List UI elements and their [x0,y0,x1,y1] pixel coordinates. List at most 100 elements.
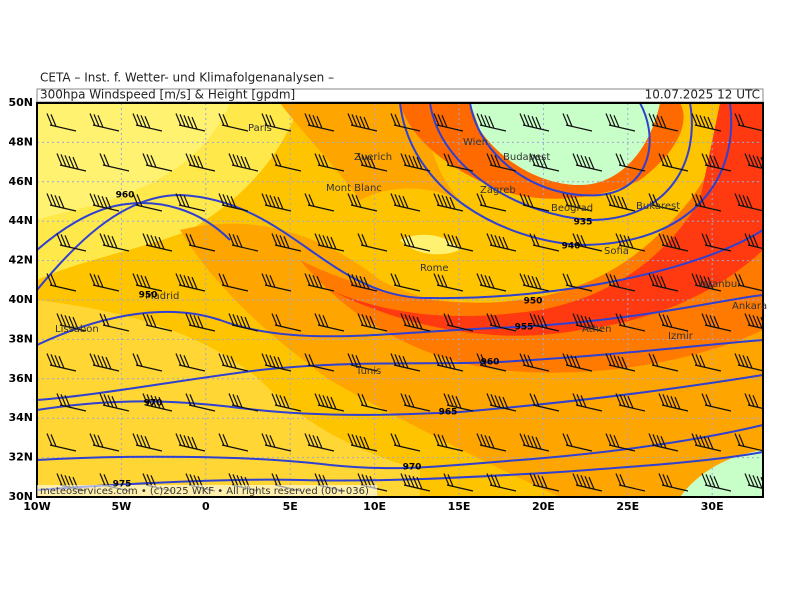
wind-barb [56,153,87,172]
city-label: Bukarest [636,201,680,212]
wind-barb [572,153,603,172]
wind-barb [314,313,345,332]
wind-barb [271,153,302,172]
lon-label: 15E [448,500,471,513]
wind-barb [400,233,431,252]
wind-barb [605,433,636,452]
institute: CETA – Inst. f. Wetter- und Klimafolgena… [40,71,334,85]
lat-label: 32N [8,451,33,464]
wind-barb [271,393,302,412]
lon-label: 10W [23,500,50,513]
wind-barb [185,233,216,252]
wind-barb [347,273,378,292]
wind-barb [347,113,378,132]
city-label: Rome [420,263,449,274]
city-label: Istanbul [700,279,740,290]
credit: meteoservices.com • (c)2025 WKF • All ri… [40,486,369,497]
lon-label: 25E [616,500,639,513]
contour-label: 950 [524,297,543,307]
wind-barb [314,153,345,172]
wind-barb [519,273,550,292]
wind-barb [691,113,722,132]
city-label: Tunis [355,366,381,377]
wind-barb [89,273,120,292]
wind-barb [734,193,763,212]
wind-barb [132,193,163,212]
wind-barb [658,393,689,412]
wind-barb [734,273,763,292]
wind-barb [658,473,689,492]
wind-barb [46,433,77,452]
wind-barb [443,313,474,332]
wind-barb [486,393,517,412]
lon-label: 10E [363,500,386,513]
wind-barb [529,233,560,252]
wind-barb [304,273,335,292]
wind-barb [175,113,206,132]
wind-barb [701,313,732,332]
wind-barb [572,393,603,412]
city-label: Zagreb [480,185,516,196]
wind-barb [218,433,249,452]
wind-barb [132,353,163,372]
product: 300hpa Windspeed [m/s] & Height [gpdm] [40,88,295,102]
wind-barb [175,433,206,452]
city-label: Wien [463,137,488,148]
city-label: Budapest [503,152,550,163]
wind-barb [228,153,259,172]
wind-barb [99,393,130,412]
lat-label: 50N [8,96,33,109]
wind-barb [529,473,560,492]
wind-barb [433,273,464,292]
wind-barb [734,353,763,372]
wind-barb [691,433,722,452]
wind-barb [476,193,507,212]
contour-label: 960 [481,358,500,368]
contour-label: 940 [562,242,581,252]
wind-barb [519,353,550,372]
wind-barb [228,233,259,252]
city-label: Madrid [145,291,179,302]
lat-label: 30N [8,490,33,503]
wind-barb [691,273,722,292]
wind-barb [529,393,560,412]
wind-barb [615,233,646,252]
wind-barb [615,393,646,412]
wind-barb [304,113,335,132]
wind-barb [605,353,636,372]
wind-barb [99,313,130,332]
city-label: Sofia [604,246,629,257]
wind-barb [357,233,388,252]
wind-barb [218,353,249,372]
lon-label: 30E [701,500,724,513]
wind-barb [390,273,421,292]
lat-label: 42N [8,254,33,267]
wind-barb [357,393,388,412]
wind-barb [443,473,474,492]
footer-box [37,485,377,496]
wind-barb [562,353,593,372]
wind-barb [89,353,120,372]
city-label: Ankara [732,301,767,312]
wind-barb [433,433,464,452]
wind-barb [228,393,259,412]
wind-barb [271,233,302,252]
wind-barb [218,193,249,212]
city-label: Lissabon [55,324,99,335]
wind-barb [519,433,550,452]
wind-barb [486,233,517,252]
wind-barb [390,433,421,452]
wind-barb [261,113,292,132]
wind-barb [357,153,388,172]
city-label: Zuerich [354,152,392,163]
wind-barb [89,113,120,132]
wind-barb [443,393,474,412]
wind-barb [99,233,130,252]
wind-barb [648,433,679,452]
wind-barb [89,193,120,212]
wind-barb [519,113,550,132]
wind-barb [476,433,507,452]
wind-barb [744,393,763,410]
wind-barb [390,113,421,132]
